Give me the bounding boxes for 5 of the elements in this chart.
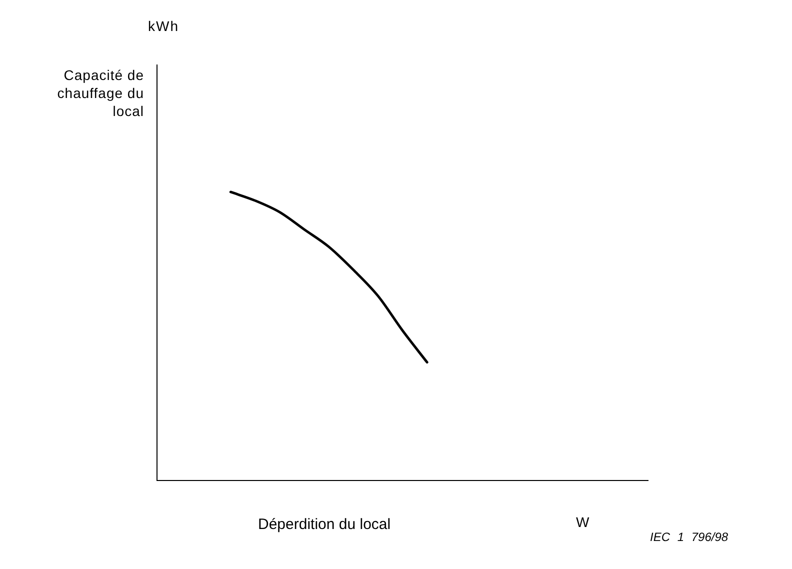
- text: IEC 1 796/98: [650, 530, 728, 544]
- text: W: [576, 514, 590, 530]
- x-axis-title: Déperdition du local: [258, 516, 391, 533]
- text: Capacité de chauffage du local: [56, 66, 144, 120]
- text: kWh: [148, 18, 179, 34]
